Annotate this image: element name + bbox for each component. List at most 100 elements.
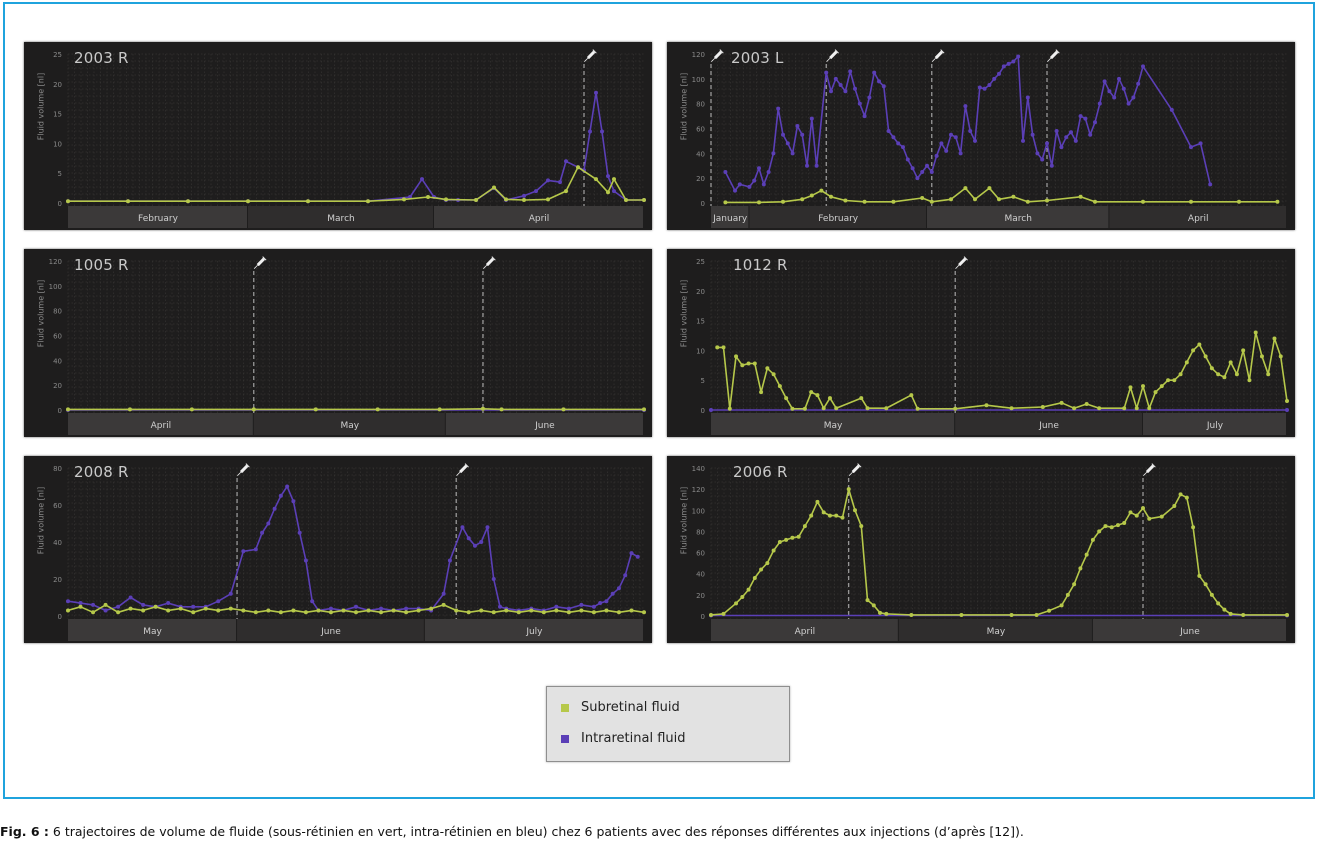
data-point — [759, 567, 764, 572]
data-point — [1126, 101, 1131, 106]
chart-title-5: 2008 R — [74, 463, 129, 481]
data-point — [766, 169, 771, 174]
data-point — [189, 407, 194, 412]
chart-svg-6: 0 20 40 60 80 100 120 140 April May June — [692, 463, 1289, 641]
data-point — [328, 610, 333, 615]
series-line — [717, 331, 1288, 410]
syringe-needle — [584, 57, 589, 62]
data-point — [629, 551, 634, 556]
data-point — [1228, 360, 1233, 365]
data-point — [977, 85, 982, 90]
month-band — [68, 413, 253, 435]
data-point — [1040, 157, 1045, 162]
data-point — [1006, 61, 1011, 66]
y-tick-label: 20 — [53, 382, 62, 390]
data-point — [781, 132, 785, 137]
data-point — [579, 602, 584, 607]
data-point — [591, 610, 596, 615]
data-point — [1122, 520, 1127, 525]
data-point — [594, 90, 598, 95]
syringe-needle — [483, 264, 488, 269]
data-point — [1115, 523, 1120, 528]
data-point — [1285, 408, 1289, 412]
data-point — [297, 530, 302, 535]
y-tick-label: 40 — [53, 539, 62, 547]
month-band — [711, 619, 898, 641]
y-tick-label: 10 — [696, 347, 705, 355]
data-point — [815, 393, 820, 398]
month-band — [68, 619, 237, 641]
data-point — [1016, 54, 1021, 59]
data-point — [141, 602, 146, 607]
chart-svg-1: 0 5 10 15 20 25 February March April — [53, 49, 646, 228]
data-point — [809, 193, 814, 198]
data-point — [734, 601, 739, 606]
data-point — [285, 484, 290, 489]
data-point — [1272, 336, 1277, 341]
data-point — [564, 189, 568, 194]
data-point — [420, 177, 424, 182]
data-point — [709, 408, 713, 412]
chart-title-4: 1012 R — [733, 256, 788, 274]
data-point — [1178, 492, 1183, 497]
data-point — [203, 606, 208, 611]
syringe-plunger — [963, 256, 968, 261]
data-point — [1234, 372, 1239, 377]
data-point — [291, 608, 296, 613]
y-tick-label: 5 — [58, 170, 62, 178]
data-point — [771, 372, 776, 377]
data-point — [781, 199, 785, 204]
month-band — [237, 619, 424, 641]
data-point — [612, 189, 616, 194]
data-point — [1131, 95, 1136, 100]
data-point — [740, 363, 745, 368]
month-band — [248, 206, 433, 228]
data-point — [862, 199, 867, 204]
syringe-body — [485, 257, 495, 266]
data-point — [604, 599, 609, 604]
chart-title-2: 2003 L — [731, 49, 784, 67]
data-point — [313, 407, 318, 412]
month-label: May — [341, 421, 360, 431]
data-point — [984, 403, 989, 408]
data-point — [253, 610, 258, 615]
data-point — [1197, 573, 1202, 578]
month-label: March — [327, 214, 354, 224]
data-point — [1121, 86, 1126, 91]
y-tick-label: 20 — [53, 81, 62, 89]
data-point — [558, 180, 562, 185]
data-point — [260, 530, 265, 535]
chart-panel-4: 0 5 10 15 20 25 May June July 1012 R Fluid volum… — [667, 249, 1295, 437]
data-point — [963, 186, 968, 191]
data-point — [1147, 406, 1152, 411]
syringe-needle — [237, 471, 242, 476]
syringe-needle — [955, 264, 960, 269]
data-point — [1065, 592, 1070, 597]
data-point — [1064, 135, 1069, 140]
data-point — [973, 197, 977, 202]
syringe-icon — [931, 49, 945, 62]
data-point — [1241, 612, 1246, 617]
data-point — [606, 190, 610, 195]
data-point — [1107, 89, 1112, 94]
data-point — [929, 169, 934, 174]
data-point — [444, 197, 448, 202]
data-point — [915, 176, 920, 181]
data-point — [721, 611, 726, 616]
syringe-body — [256, 257, 265, 266]
data-point — [479, 540, 484, 544]
data-point — [441, 602, 446, 607]
data-point — [1083, 116, 1088, 121]
data-point — [1054, 128, 1059, 133]
series-line — [67, 485, 639, 612]
y-tick-label: 0 — [701, 407, 705, 415]
data-point — [1266, 372, 1271, 377]
data-point — [447, 558, 452, 563]
data-point — [1078, 114, 1083, 119]
month-band — [711, 206, 749, 228]
data-point — [1122, 406, 1127, 411]
syringe-icon — [955, 256, 968, 269]
grid — [67, 260, 644, 413]
data-point — [1203, 582, 1208, 587]
data-point — [765, 561, 770, 566]
